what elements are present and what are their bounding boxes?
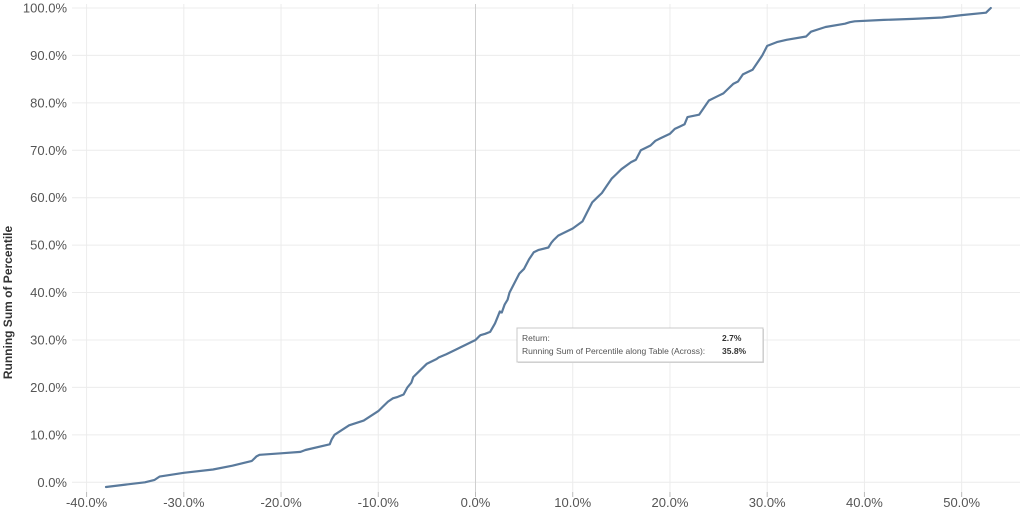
y-tick-label: 50.0% bbox=[30, 238, 67, 253]
series-line bbox=[104, 6, 992, 489]
y-tick-label: 60.0% bbox=[30, 190, 67, 205]
y-tick-label: 100.0% bbox=[23, 1, 68, 16]
x-tick-label: 20.0% bbox=[652, 495, 689, 510]
y-tick-label: 10.0% bbox=[30, 427, 67, 442]
x-tick-label: 10.0% bbox=[554, 495, 591, 510]
x-tick-label: 0.0% bbox=[461, 495, 491, 510]
x-tick-label: -30.0% bbox=[163, 495, 205, 510]
y-tick-label: 30.0% bbox=[30, 332, 67, 347]
y-tick-label: 70.0% bbox=[30, 143, 67, 158]
y-tick-label: 40.0% bbox=[30, 285, 67, 300]
y-tick-label: 90.0% bbox=[30, 48, 67, 63]
tooltip-running-sum-value: 35.8% bbox=[722, 346, 747, 356]
tooltip-return-label: Return: bbox=[522, 333, 550, 343]
x-tick-label: -20.0% bbox=[260, 495, 302, 510]
x-tick-label: -40.0% bbox=[66, 495, 108, 510]
tooltip-return-value: 2.7% bbox=[722, 333, 742, 343]
tooltip-box bbox=[516, 327, 764, 363]
x-tick-label: 40.0% bbox=[846, 495, 883, 510]
y-axis-title: Running Sum of Percentile bbox=[1, 226, 15, 380]
y-tick-label: 80.0% bbox=[30, 95, 67, 110]
tooltip-running-sum-label: Running Sum of Percentile along Table (A… bbox=[522, 346, 705, 356]
x-tick-label: 50.0% bbox=[943, 495, 980, 510]
y-tick-label: 20.0% bbox=[30, 380, 67, 395]
x-tick-label: 30.0% bbox=[749, 495, 786, 510]
x-tick-label: -10.0% bbox=[358, 495, 400, 510]
y-tick-label: 0.0% bbox=[37, 475, 67, 490]
